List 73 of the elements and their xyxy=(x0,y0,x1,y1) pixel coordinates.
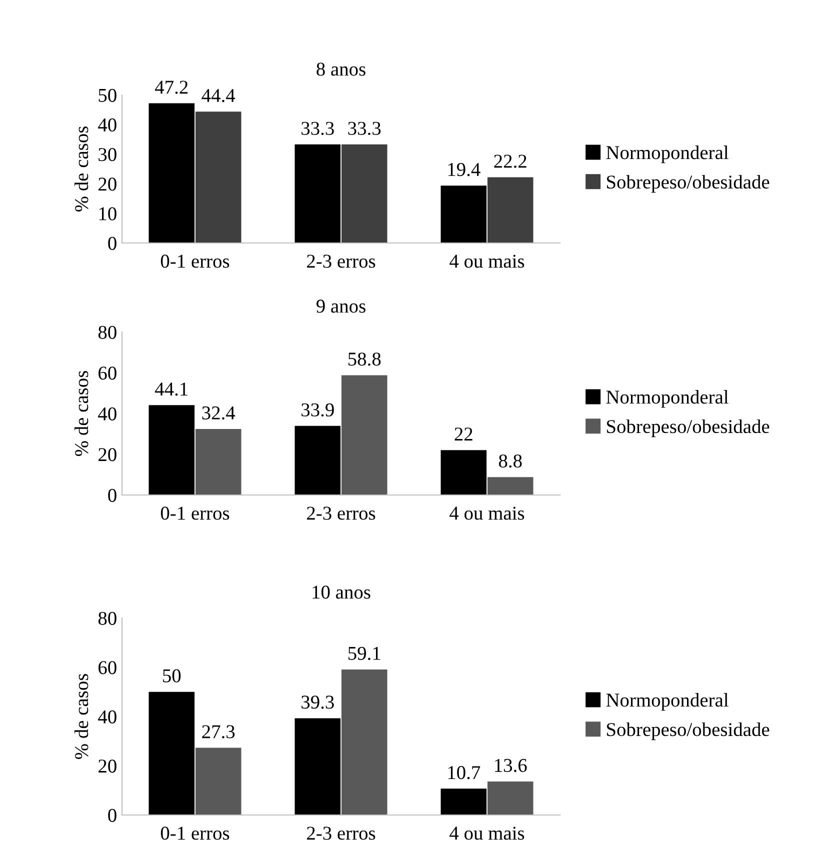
data-label: 13.6 xyxy=(495,758,527,772)
bar xyxy=(148,692,195,815)
data-label: 33.3 xyxy=(302,122,334,136)
y-axis-title: % de casos xyxy=(74,371,88,456)
chart-title: 10 anos xyxy=(312,586,370,599)
x-tick-label: 2-3 erros xyxy=(307,826,376,840)
bar xyxy=(440,186,487,243)
y-tick-label: 0 xyxy=(108,488,116,502)
chart-title: 8 anos xyxy=(316,62,366,76)
data-label: 22.2 xyxy=(494,154,526,168)
bar xyxy=(487,177,534,243)
bar xyxy=(148,405,195,495)
y-tick-label: 20 xyxy=(98,448,116,462)
data-label: 44.1 xyxy=(155,382,188,396)
bar xyxy=(195,748,242,815)
y-tick-label: 80 xyxy=(98,612,116,625)
y-tick-label: 60 xyxy=(98,366,116,380)
bar xyxy=(294,718,341,815)
x-tick-label: 0-1 erros xyxy=(160,826,230,840)
x-tick-label: 2-3 erros xyxy=(307,506,376,520)
data-label: 8.8 xyxy=(498,454,522,468)
data-label: 59.1 xyxy=(348,646,380,660)
data-label: 32.4 xyxy=(202,406,236,420)
legend-label: Sobrepeso/obesidade xyxy=(607,174,770,193)
y-axis-title: % de casos xyxy=(74,674,88,760)
data-label: 50 xyxy=(163,669,181,682)
bar xyxy=(487,782,534,815)
bar xyxy=(294,426,341,495)
bar xyxy=(195,112,242,243)
bar xyxy=(294,144,341,243)
y-tick-label: 0 xyxy=(108,236,116,250)
y-tick-label: 40 xyxy=(98,710,116,724)
y-axis-title: % de casos xyxy=(74,126,88,212)
data-label: 58.8 xyxy=(348,352,381,366)
y-tick-label: 0 xyxy=(108,808,116,822)
bar xyxy=(148,103,195,243)
data-label: 22 xyxy=(454,428,472,440)
y-tick-label: 40 xyxy=(98,118,116,132)
data-label: 19.4 xyxy=(448,163,480,176)
y-tick-label: 50 xyxy=(98,88,116,102)
chart-title: 9 anos xyxy=(316,300,366,313)
y-tick-label: 20 xyxy=(98,760,116,773)
bar xyxy=(341,144,388,243)
data-label: 44.4 xyxy=(202,89,236,102)
legend-label: Sobrepeso/obesidade xyxy=(607,419,770,438)
data-label: 39.3 xyxy=(302,696,334,709)
y-tick-label: 30 xyxy=(98,148,116,162)
legend-label: Normoponderal xyxy=(606,390,728,408)
y-tick-label: 80 xyxy=(98,326,116,339)
legend-label: Normoponderal xyxy=(606,146,728,164)
legend-label: Sobrepeso/obesidade xyxy=(607,722,770,740)
y-tick-label: 20 xyxy=(98,178,116,191)
bar xyxy=(440,450,487,495)
bar xyxy=(195,428,242,495)
bar xyxy=(487,477,534,495)
y-tick-label: 40 xyxy=(98,407,116,420)
x-tick-label: 4 ou mais xyxy=(450,254,524,268)
data-label: 27.3 xyxy=(202,725,235,738)
legend-label: Normoponderal xyxy=(606,693,728,711)
x-tick-label: 4 ou mais xyxy=(450,826,524,840)
data-label: 10.7 xyxy=(448,766,480,780)
bar xyxy=(341,669,388,815)
data-label: 47.2 xyxy=(155,80,188,94)
y-tick-label: 60 xyxy=(98,661,116,674)
data-label: 33.3 xyxy=(348,122,381,136)
x-tick-label: 0-1 erros xyxy=(160,254,230,268)
x-tick-label: 4 ou mais xyxy=(450,506,524,520)
x-tick-label: 0-1 erros xyxy=(160,506,230,520)
bar xyxy=(341,375,388,495)
x-tick-label: 2-3 erros xyxy=(307,254,376,268)
data-label: 33.9 xyxy=(302,403,334,417)
y-tick-label: 10 xyxy=(99,207,116,220)
bar xyxy=(440,788,487,815)
